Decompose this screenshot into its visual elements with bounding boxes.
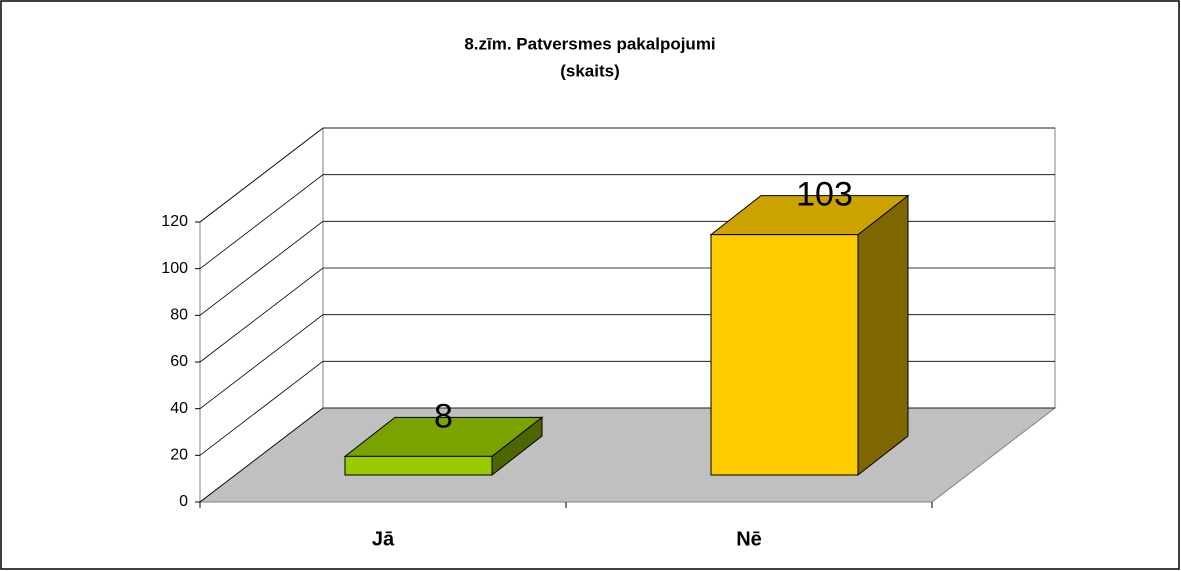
y-tick-label: 0	[179, 493, 188, 510]
y-tick-label: 60	[170, 353, 188, 370]
grid-line	[199, 127, 1055, 223]
bar-front	[344, 455, 493, 476]
y-tick-label: 120	[161, 213, 188, 230]
floor	[198, 407, 1057, 503]
y-tick-label: 40	[170, 400, 188, 417]
chart-subtitle: (skaits)	[560, 61, 620, 80]
bar-side	[857, 194, 909, 477]
bar-front	[710, 234, 859, 476]
x-tick-label: Jā	[372, 528, 395, 550]
y-tick-label: 100	[161, 260, 188, 277]
grid-line	[199, 174, 1055, 269]
bar	[343, 416, 544, 477]
y-tick-label: 80	[170, 307, 188, 324]
bar	[709, 194, 910, 477]
chart-title: 8.zīm. Patversmes pakalpojumi	[464, 34, 715, 53]
y-tick-label: 20	[170, 447, 188, 464]
value-label: 103	[796, 176, 853, 214]
x-tick-label: Nē	[736, 528, 762, 550]
value-label: 8	[434, 397, 453, 435]
